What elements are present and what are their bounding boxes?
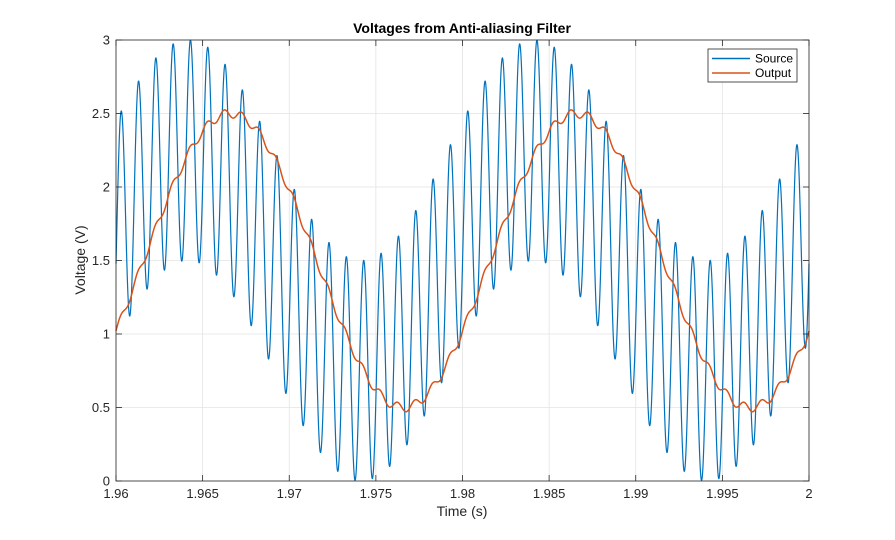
series-output-line (115, 109, 810, 413)
y-tick-label: 1.5 (92, 253, 110, 268)
x-tick-label: 1.96 (103, 486, 128, 501)
x-tick-label: 1.995 (706, 486, 739, 501)
x-axis-label: Time (s) (437, 503, 488, 519)
y-tick-label: 2 (103, 180, 110, 195)
series-source-line (115, 39, 810, 481)
legend-box (707, 48, 798, 83)
y-tick-label: 3 (103, 33, 110, 48)
x-tick-label: 1.985 (533, 486, 566, 501)
x-tick-label: 1.965 (186, 486, 219, 501)
series-layer (115, 39, 810, 481)
y-tick-label: 0 (103, 474, 110, 489)
y-tick-label: 1 (103, 327, 110, 342)
x-tick-label: 1.99 (623, 486, 648, 501)
legend[interactable]: Source Output (707, 48, 798, 83)
chart-title: Voltages from Anti-aliasing Filter (353, 20, 571, 36)
y-tick-label: 0.5 (92, 400, 110, 415)
x-tick-label: 2 (805, 486, 812, 501)
tick-labels: 1.96 1.965 1.97 1.975 1.98 1.985 1.99 1.995 2 0 0.… (92, 33, 813, 502)
y-axis-label: Voltage (V) (72, 225, 88, 294)
x-tick-label: 1.975 (360, 486, 393, 501)
legend-label-output: Output (755, 66, 792, 80)
x-tick-label: 1.98 (450, 486, 475, 501)
x-tick-label: 1.97 (277, 486, 302, 501)
axes (115, 39, 810, 482)
legend-label-source: Source (755, 52, 793, 66)
y-tick-label: 2.5 (92, 106, 110, 121)
